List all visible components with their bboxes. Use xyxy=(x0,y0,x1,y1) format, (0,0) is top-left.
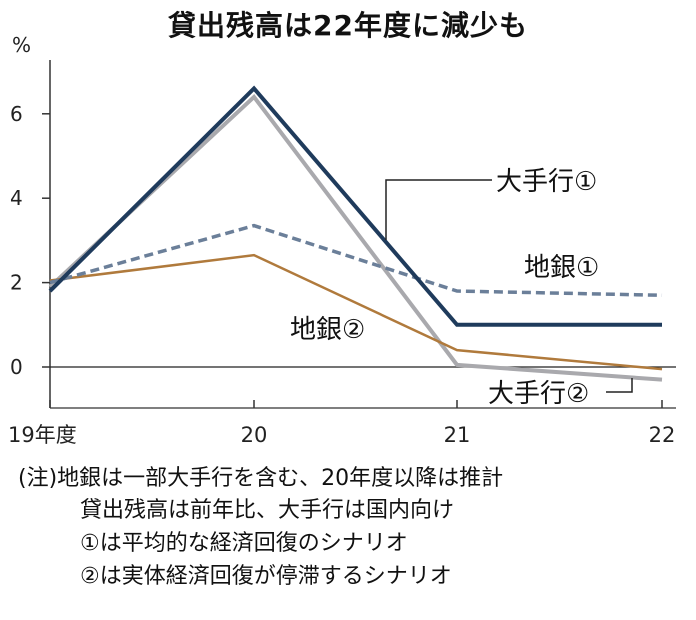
y-tick-label-0: 0 xyxy=(10,355,23,379)
series-label-1: 大手行① xyxy=(496,167,597,197)
note-line-2: 貸出残高は前年比、大手行は国内向け xyxy=(80,498,455,523)
y-tick-label-6: 6 xyxy=(10,102,23,126)
series-line-3 xyxy=(49,253,663,371)
x-tick-label-20: 20 xyxy=(241,423,268,447)
x-tick-label-19: 19年度 xyxy=(8,423,77,447)
series-line-1 xyxy=(48,85,662,327)
y-tick-label-2: 2 xyxy=(10,271,23,295)
series-line-2 xyxy=(49,223,663,298)
y-axis-unit: % xyxy=(12,33,31,57)
note-line-4: ②は実体経済回復が停滞するシナリオ xyxy=(80,564,452,589)
y-tick-label-4: 4 xyxy=(10,186,23,210)
series-label-2: 地銀① xyxy=(524,253,599,283)
x-tick-label-21: 21 xyxy=(444,423,471,447)
note-line-3: ①は平均的な経済回復のシナリオ xyxy=(80,531,408,556)
series-1-leader-line xyxy=(385,179,492,240)
x-tick-label-22: 22 xyxy=(649,423,676,447)
series-label-3: 地銀② xyxy=(290,315,365,345)
series-label-4: 大手行② xyxy=(488,379,589,409)
note-line-1: (注)地銀は一部大手行を含む、20年度以降は推計 xyxy=(18,466,504,491)
chart-title: 貸出残高は22年度に減少も xyxy=(168,9,528,42)
series-4-leader-line xyxy=(606,378,633,393)
